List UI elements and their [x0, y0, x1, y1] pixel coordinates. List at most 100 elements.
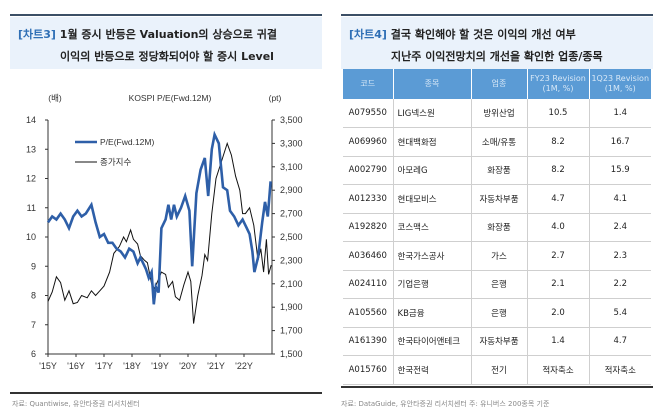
chart-tag: [차트3] [18, 28, 56, 41]
code-cell: A002790 [343, 156, 393, 185]
code-cell: A024110 [343, 270, 393, 299]
top-divider [341, 14, 653, 16]
table-row: A024110 기업은행 은행 2.1 2.2 [343, 270, 651, 299]
y2-tick-label: 2,900 [280, 185, 303, 195]
1q23-revision-cell: 적자축소 [588, 355, 651, 385]
y2-tick-label: 3,500 [280, 115, 303, 125]
1q23-revision-cell: 4.7 [588, 327, 651, 356]
1q23-revision-cell: 1.4 [588, 99, 651, 128]
x-tick-label: '22Y [235, 361, 253, 371]
y-tick-label: 8 [31, 291, 36, 301]
table-title-line2: 지난주 이익전망치의 개선을 확인한 업종/종목 [391, 50, 603, 63]
y-tick-label: 7 [31, 320, 36, 330]
1q23-revision-cell: 2.2 [588, 270, 651, 299]
code-cell: A105560 [343, 298, 393, 328]
code-cell: A161390 [343, 327, 393, 356]
y-tick-label: 12 [26, 174, 36, 184]
x-tick-label: '18Y [123, 361, 141, 371]
1q23-revision-cell: 4.1 [588, 184, 651, 214]
table-row: A161390 한국타이어앤테크 자동차부품 1.4 4.7 [343, 327, 651, 356]
table-row: A192820 코스맥스 화장품 4.0 2.4 [343, 213, 651, 242]
table-panel: [차트4] 결국 확인해야 할 것은 이익의 개선 여부 지난주 이익전망치의 … [329, 0, 658, 415]
table-row: A002790 아모레G 화장품 8.2 15.9 [343, 156, 651, 185]
column-header: 업종 [470, 69, 527, 99]
series-line-pe [46, 130, 272, 305]
industry-cell: 은행 [470, 270, 527, 299]
table-row: A105560 KB금융 은행 2.0 5.4 [343, 298, 651, 328]
legend-label: P/E(Fwd.12M) [100, 137, 154, 147]
top-divider [10, 14, 322, 16]
stock-name-cell: LIG넥스원 [392, 99, 471, 128]
code-cell: A192820 [343, 213, 393, 242]
industry-cell: 은행 [470, 298, 527, 328]
pe-chart: 6 7 8 9 10 11 12 13 14 1,500 1,700 1,900 2,100 2,300 2… [26, 93, 303, 371]
fy23-revision-cell: 8.2 [526, 127, 589, 157]
1q23-revision-cell: 5.4 [588, 298, 651, 328]
fy23-revision-cell: 2.1 [526, 270, 589, 299]
stock-name-cell: 현대백화점 [392, 127, 471, 157]
stock-name-cell: 기업은행 [392, 270, 471, 299]
fy23-revision-cell: 4.0 [526, 213, 589, 242]
stock-name-cell: 현대모비스 [392, 184, 471, 214]
chart-title-box: [차트3] 1월 증시 반등은 Valuation의 상승으로 귀결 이익의 반… [10, 17, 322, 69]
y-tick-label: 6 [31, 349, 36, 359]
stock-name-cell: 한국타이어앤테크 [392, 327, 471, 356]
industry-cell: 전기 [470, 355, 527, 385]
chart-title-line1: [차트3] 1월 증시 반등은 Valuation의 상승으로 귀결 [18, 26, 277, 42]
legend-label: 종가지수 [100, 157, 131, 167]
x-tick-label: '19Y [151, 361, 169, 371]
industry-cell: 자동차부품 [470, 184, 527, 214]
industry-cell: 소매/유통 [470, 127, 527, 157]
table-header-row: 코드 종목 업종 FY23 Revision (1M, %) 1Q23 Revision… [343, 69, 651, 99]
fy23-revision-cell: 2.7 [526, 241, 589, 271]
code-cell: A036460 [343, 241, 393, 271]
y-tick-label: 9 [31, 261, 36, 271]
fy23-revision-cell: 8.2 [526, 156, 589, 185]
fy23-revision-cell: 1.4 [526, 327, 589, 356]
industry-cell: 자동차부품 [470, 327, 527, 356]
y-tick-label: 14 [26, 115, 36, 125]
industry-cell: 화장품 [470, 156, 527, 185]
fy23-revision-cell: 4.7 [526, 184, 589, 214]
y2-tick-label: 1,900 [280, 302, 303, 312]
table-row: A012330 현대모비스 자동차부품 4.7 4.1 [343, 184, 651, 214]
revision-table: 코드 종목 업종 FY23 Revision (1M, %) 1Q23 Revision… [343, 69, 651, 385]
y2-tick-label: 2,700 [280, 209, 303, 219]
y2-tick-label: 3,100 [280, 162, 303, 172]
stock-name-cell: KB금융 [392, 298, 471, 328]
column-header: 종목 [392, 69, 471, 99]
1q23-revision-cell: 16.7 [588, 127, 651, 157]
code-cell: A015760 [343, 355, 393, 385]
1q23-revision-cell: 15.9 [588, 156, 651, 185]
bottom-divider [341, 386, 653, 388]
y2-tick-label: 2,100 [280, 279, 303, 289]
table-row: A069960 현대백화점 소매/유통 8.2 16.7 [343, 127, 651, 157]
y2-tick-label: 1,500 [280, 349, 303, 359]
stock-name-cell: 한국전력 [392, 355, 471, 385]
industry-cell: 방위산업 [470, 99, 527, 128]
1q23-revision-cell: 2.3 [588, 241, 651, 271]
table-title-box: [차트4] 결국 확인해야 할 것은 이익의 개선 여부 지난주 이익전망치의 … [341, 17, 653, 69]
y2-tick-label: 2,500 [280, 232, 303, 242]
table-row: A036460 한국가스공사 가스 2.7 2.3 [343, 241, 651, 271]
fy23-revision-cell: 2.0 [526, 298, 589, 328]
table-title-line1: [차트4] 결국 확인해야 할 것은 이익의 개선 여부 [349, 26, 576, 42]
column-header: 코드 [343, 69, 393, 99]
x-tick-label: '21Y [207, 361, 225, 371]
x-tick-label: '15Y [39, 361, 57, 371]
industry-cell: 가스 [470, 241, 527, 271]
fy23-revision-cell: 적자축소 [526, 355, 589, 385]
1q23-revision-cell: 2.4 [588, 213, 651, 242]
x-tick-label: '20Y [179, 361, 197, 371]
title-text: 결국 확인해야 할 것은 이익의 개선 여부 [390, 28, 576, 41]
column-header: 1Q23 Revision (1M, %) [588, 69, 651, 99]
y-tick-label: 13 [26, 144, 36, 154]
chart-title: KOSPI P/E(Fwd.12M) [129, 93, 212, 103]
series-line-index [47, 141, 272, 324]
table-tag: [차트4] [349, 28, 387, 41]
bottom-divider [10, 392, 322, 394]
source-note: 자료: Quantiwise, 유안타증권 리서치센터 [12, 400, 140, 408]
y2-tick-label: 1,700 [280, 326, 303, 336]
stock-name-cell: 아모레G [392, 156, 471, 185]
x-tick-label: '17Y [95, 361, 113, 371]
